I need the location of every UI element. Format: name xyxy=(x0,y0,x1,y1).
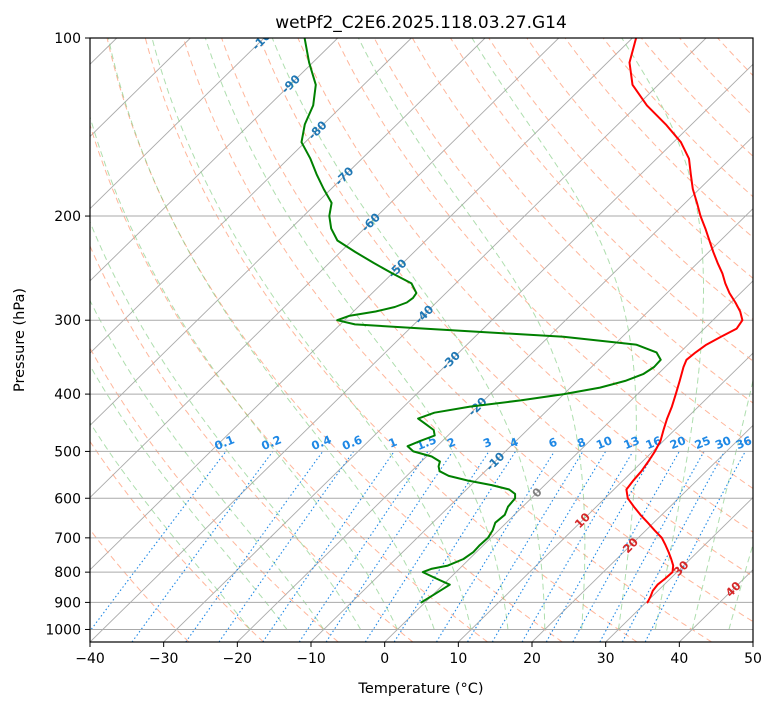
y-axis-ticks: 100 200 300 400 500 600 700 800 900 1000 xyxy=(45,31,90,638)
moist-adiabat-line xyxy=(151,38,472,630)
isotherm-line xyxy=(90,38,486,426)
dry-adiabat-line xyxy=(106,38,563,642)
x-tick-label: 30 xyxy=(597,651,615,667)
dry-adiabat-line xyxy=(335,38,753,490)
y-tick-label: 700 xyxy=(54,531,81,547)
mixing-ratio-lines xyxy=(90,451,746,642)
x-tick-label: 0 xyxy=(380,651,389,667)
y-tick-label: 200 xyxy=(54,209,81,225)
moist-adiabat-line xyxy=(691,378,753,630)
moist-adiabat-line xyxy=(728,542,753,630)
sounding-series xyxy=(300,38,744,604)
mixing-ratio-line xyxy=(131,451,274,642)
isotherm-line xyxy=(384,280,753,642)
isotherm-line xyxy=(310,208,753,642)
y-tick-label: 500 xyxy=(54,444,81,460)
plot-frame xyxy=(89,37,754,643)
dry-adiabat-line xyxy=(90,347,339,642)
mixing-ratio-line xyxy=(599,451,705,642)
mixing-ratio-line xyxy=(393,451,516,642)
mixing-ratio-line xyxy=(218,451,355,642)
dry-adiabat-line xyxy=(90,123,488,642)
isotherm-line xyxy=(237,135,753,642)
isotherm-line xyxy=(90,38,412,354)
moist-adiabat-line xyxy=(90,220,362,630)
isotherm-line xyxy=(90,38,339,282)
mixing-ratio-line xyxy=(545,451,656,642)
mixing-ratio-line xyxy=(572,451,680,642)
y-tick-label: 900 xyxy=(54,595,81,611)
mixing-ratio-line xyxy=(185,451,324,642)
plot-background xyxy=(90,38,753,642)
mixing-ratio-label: 25 xyxy=(692,433,712,452)
x-tick-label: 40 xyxy=(670,651,688,667)
x-tick-label: 20 xyxy=(523,651,541,667)
mixing-ratio-labels: 0.1 0.2 0.4 0.6 1 1.5 2 3 4 6 8 10 13 16 20 25 30 36 xyxy=(212,432,754,453)
x-tick-label: −20 xyxy=(223,651,253,667)
mixing-ratio-label: 30 xyxy=(713,433,733,452)
x-axis-title: Temperature (°C) xyxy=(357,681,483,697)
pressure-gridlines xyxy=(90,38,753,630)
mixing-ratio-label: 16 xyxy=(644,433,664,452)
dry-adiabat-line xyxy=(373,38,753,447)
moist-adiabat-line xyxy=(107,38,435,630)
chart-title: wetPf2_C2E6.2025.118.03.27.G14 xyxy=(275,13,567,33)
isotherm-line xyxy=(90,38,707,642)
x-tick-label: 50 xyxy=(744,651,762,667)
moist-adiabat-line xyxy=(271,38,546,630)
moist-adiabat-line xyxy=(204,38,509,630)
moist-adiabat-line xyxy=(90,115,398,630)
dry-adiabat-line xyxy=(411,38,753,404)
dry-adiabat-line xyxy=(90,244,414,642)
isotherm-line xyxy=(752,641,753,642)
x-tick-label: −10 xyxy=(296,651,326,667)
dry-adiabat-line xyxy=(144,38,638,642)
dry-adiabat-line xyxy=(450,38,753,362)
isotherm-line xyxy=(605,496,753,642)
isotherm-line xyxy=(531,424,753,642)
isotherm-line xyxy=(90,38,633,571)
moist-adiabat-line xyxy=(621,38,704,630)
dry-adiabat-line xyxy=(488,38,753,321)
mixing-ratio-line xyxy=(364,451,490,642)
x-tick-label: −30 xyxy=(149,651,179,667)
mixing-ratio-line xyxy=(298,451,429,642)
dewpoint-profile-line xyxy=(300,38,662,604)
dry-adiabat-line xyxy=(756,38,775,642)
moist-adiabat-line xyxy=(471,38,637,630)
mixing-ratio-line xyxy=(262,451,395,642)
mixing-ratio-label: 20 xyxy=(668,433,688,452)
moist-adiabat-line xyxy=(90,364,288,630)
dry-adiabat-line xyxy=(297,38,753,533)
isotherm-line xyxy=(90,38,560,499)
moist-adiabat-line xyxy=(90,299,325,630)
moist-adiabats xyxy=(90,38,753,630)
x-axis-ticks: −40 −30 −20 −10 0 10 20 30 40 50 xyxy=(75,642,762,667)
y-axis-title: Pressure (hPa) xyxy=(12,288,28,392)
mixing-ratio-line xyxy=(621,451,725,642)
mixing-ratio-line xyxy=(467,451,584,642)
mixing-ratio-label: 10 xyxy=(594,433,614,452)
moist-adiabat-line xyxy=(357,38,586,630)
x-tick-label: −40 xyxy=(75,651,105,667)
y-tick-label: 400 xyxy=(54,387,81,403)
y-tick-label: 600 xyxy=(54,491,81,507)
moist-adiabat-line xyxy=(90,421,251,630)
mixing-ratio-line xyxy=(325,451,454,642)
x-tick-label: 10 xyxy=(449,651,467,667)
y-tick-label: 800 xyxy=(54,565,81,581)
temperature-profile-line xyxy=(625,38,744,604)
mixing-ratio-label: 13 xyxy=(621,433,641,452)
y-tick-label: 1000 xyxy=(45,622,81,638)
mixing-ratio-line xyxy=(435,451,555,642)
mixing-ratio-label: 36 xyxy=(734,433,754,452)
dry-adiabat-line xyxy=(90,440,264,642)
y-tick-label: 100 xyxy=(54,31,81,47)
isotherm-line xyxy=(90,38,265,210)
mixing-ratio-line xyxy=(90,451,227,632)
y-tick-label: 300 xyxy=(54,313,81,329)
dry-adiabat-line xyxy=(221,38,753,623)
isotherm-line xyxy=(458,352,753,642)
